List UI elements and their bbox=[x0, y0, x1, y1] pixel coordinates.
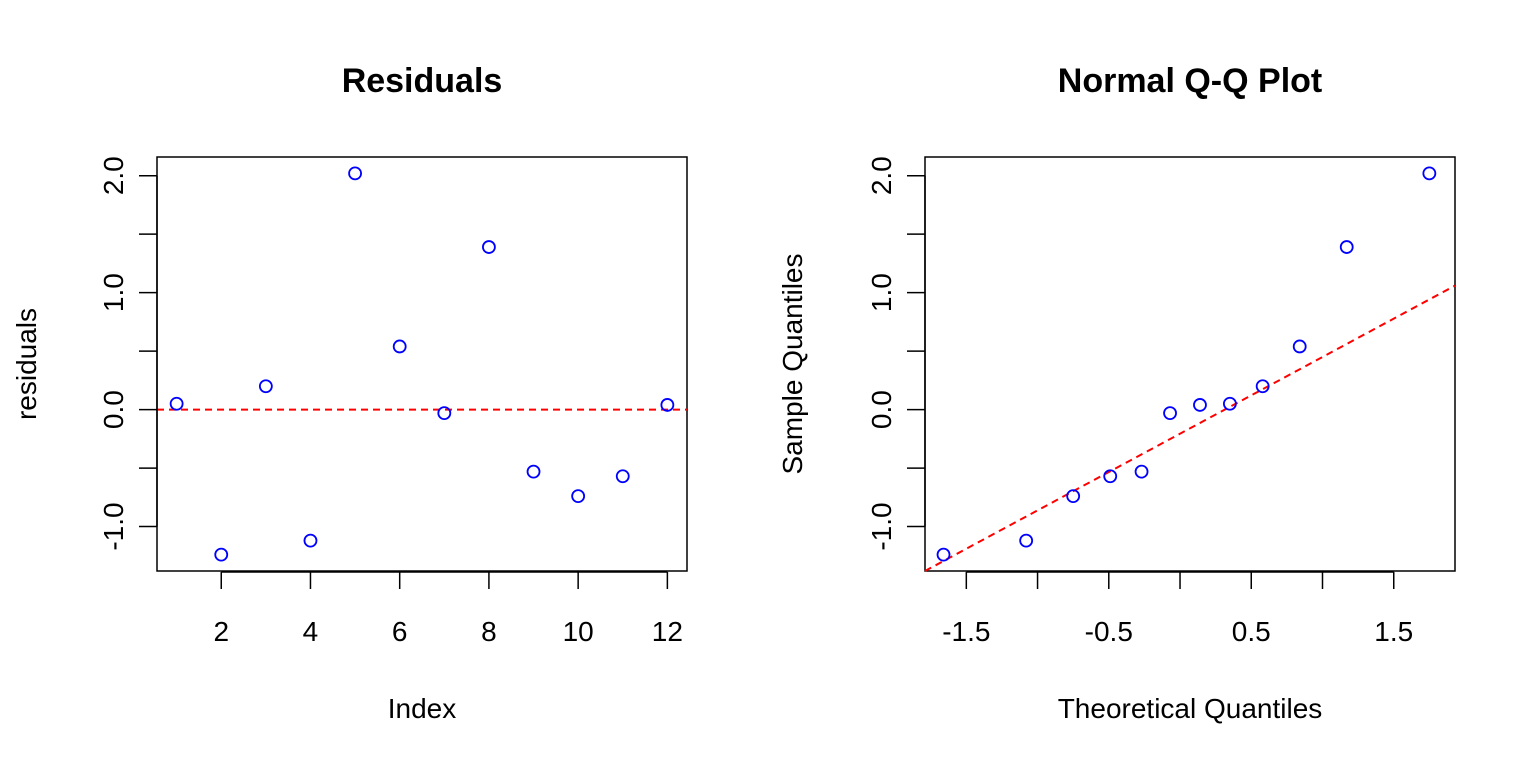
qq-plot-frame bbox=[924, 156, 1456, 572]
residuals-data-point bbox=[303, 533, 318, 548]
qq-y-axis-label: Sample Quantiles bbox=[777, 253, 808, 474]
qq-data-point bbox=[1292, 339, 1307, 354]
residuals-data-point bbox=[615, 469, 630, 484]
residuals-data-point bbox=[392, 339, 407, 354]
residuals-x-tick-label: 10 bbox=[563, 616, 594, 647]
qq-data-point bbox=[1422, 166, 1437, 181]
residuals-y-tick-label: 1.0 bbox=[98, 273, 129, 312]
residuals-data-point bbox=[348, 166, 362, 181]
qq-data-point bbox=[1222, 396, 1237, 411]
qq-y-tick-label: 0.0 bbox=[866, 390, 897, 429]
qq-x-axis: -1.5 -0.5 0.5 1.5 bbox=[942, 571, 1413, 647]
residuals-x-tick-label: 12 bbox=[652, 616, 683, 647]
residuals-data-point bbox=[571, 489, 586, 504]
qq-data-point bbox=[1163, 406, 1177, 421]
qq-title: Normal Q-Q Plot bbox=[1058, 62, 1322, 100]
qq-x-tick-label: -0.5 bbox=[1085, 616, 1133, 647]
residuals-data-point bbox=[660, 398, 675, 412]
residuals-y-axis: -1.0 0.0 1.0 2.0 bbox=[98, 156, 158, 551]
residuals-x-tick-label: 2 bbox=[213, 616, 229, 647]
qq-x-tick-label: -1.5 bbox=[942, 616, 990, 647]
qq-ref-line-path bbox=[924, 284, 1456, 572]
residuals-y-tick-label: -1.0 bbox=[98, 502, 129, 550]
qq-data-point bbox=[1019, 533, 1034, 548]
qq-panel: Normal Q-Q Plot -1.5 -0.5 0.5 1.5 -1.0 0.0 1.… bbox=[777, 62, 1456, 724]
residuals-data-point bbox=[482, 240, 496, 254]
residuals-x-tick-label: 8 bbox=[481, 616, 497, 647]
qq-data-point bbox=[1339, 240, 1354, 254]
residuals-x-axis-label: Index bbox=[388, 693, 457, 724]
qq-data-point bbox=[1103, 469, 1118, 484]
qq-data-point bbox=[1193, 398, 1207, 412]
residuals-x-tick-label: 6 bbox=[392, 616, 408, 647]
qq-data-point bbox=[1134, 464, 1149, 479]
residuals-data-point bbox=[258, 379, 273, 394]
residuals-y-axis-label: residuals bbox=[11, 308, 42, 420]
qq-data-point bbox=[1255, 379, 1270, 394]
qq-y-axis: -1.0 0.0 1.0 2.0 bbox=[866, 156, 926, 551]
residuals-y-tick-label: 0.0 bbox=[98, 390, 129, 429]
residuals-data-point bbox=[214, 547, 229, 562]
residuals-x-axis: 2 4 6 8 10 12 bbox=[213, 571, 683, 647]
qq-data-point bbox=[936, 547, 951, 562]
qq-x-tick-label: 0.5 bbox=[1232, 616, 1271, 647]
residuals-title: Residuals bbox=[342, 62, 503, 100]
residuals-data-point bbox=[437, 406, 452, 421]
residuals-x-tick-label: 4 bbox=[303, 616, 319, 647]
residuals-plot-frame bbox=[156, 156, 688, 572]
qq-reference-line bbox=[924, 284, 1456, 572]
residuals-data-point bbox=[526, 464, 541, 479]
qq-data-point bbox=[1066, 489, 1081, 504]
qq-y-tick-label: 1.0 bbox=[866, 273, 897, 312]
qq-points bbox=[936, 166, 1437, 562]
qq-y-tick-label: 2.0 bbox=[866, 156, 897, 195]
qq-y-tick-label: -1.0 bbox=[866, 502, 897, 550]
residuals-data-point bbox=[169, 396, 184, 411]
residuals-points bbox=[169, 166, 675, 562]
residuals-y-tick-label: 2.0 bbox=[98, 156, 129, 195]
residuals-panel: Residuals 2 4 6 8 10 12 -1.0 0.0 1.0 2.0 Index r… bbox=[11, 62, 688, 724]
qq-x-tick-label: 1.5 bbox=[1374, 616, 1413, 647]
qq-x-axis-label: Theoretical Quantiles bbox=[1058, 693, 1323, 724]
